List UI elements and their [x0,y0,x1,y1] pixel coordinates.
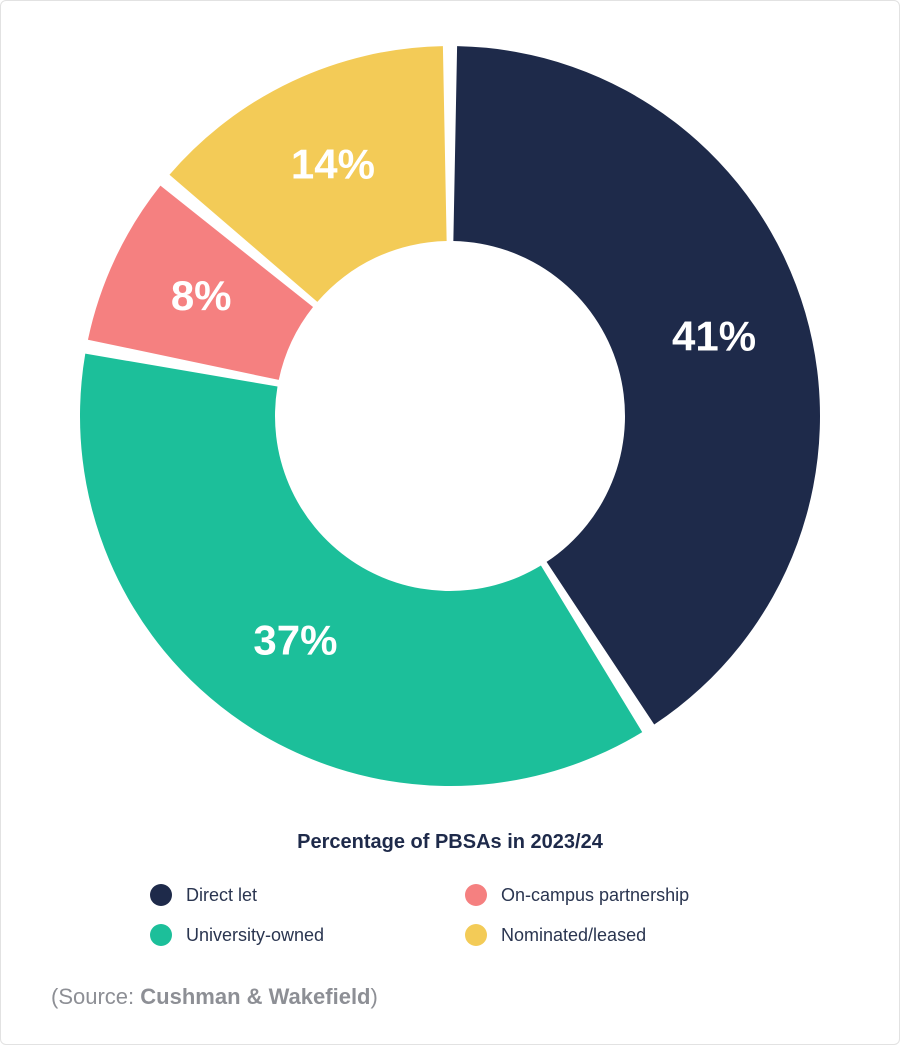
source-prefix: (Source: [51,984,140,1009]
slice-label-nominated: 14% [291,140,375,187]
legend-label-university_owned: University-owned [186,925,324,946]
legend-swatch-direct_let [150,884,172,906]
chart-title: Percentage of PBSAs in 2023/24 [1,831,899,854]
legend-item-on_campus: On-campus partnership [465,884,689,906]
slice-label-on_campus: 8% [171,272,232,319]
legend-label-on_campus: On-campus partnership [501,885,689,906]
legend-swatch-on_campus [465,884,487,906]
caption-block: Percentage of PBSAs in 2023/24 Direct le… [1,831,899,946]
source-line: (Source: Cushman & Wakefield) [51,984,378,1010]
slice-label-university_owned: 37% [253,617,337,664]
legend-item-direct_let: Direct let [150,884,257,906]
donut-chart: 41% 37% 8% 14% [80,46,820,786]
chart-frame: 41% 37% 8% 14% Percentage of PBSAs in 2023/… [0,0,900,1045]
legend: Direct let On-campus partnership Universit… [150,884,750,946]
source-suffix: ) [371,984,378,1009]
source-name: Cushman & Wakefield [140,984,370,1009]
legend-label-nominated: Nominated/leased [501,925,646,946]
legend-item-nominated: Nominated/leased [465,924,646,946]
legend-swatch-university_owned [150,924,172,946]
legend-item-university_owned: University-owned [150,924,324,946]
legend-label-direct_let: Direct let [186,885,257,906]
slice-label-direct_let: 41% [672,312,756,359]
legend-swatch-nominated [465,924,487,946]
donut-svg: 41% 37% 8% 14% [80,46,820,786]
